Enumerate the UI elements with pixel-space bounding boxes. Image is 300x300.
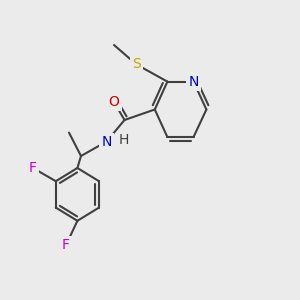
Text: F: F (29, 161, 37, 175)
Text: H: H (119, 133, 129, 147)
Text: S: S (132, 58, 141, 71)
Text: N: N (101, 135, 112, 148)
Text: O: O (109, 95, 119, 109)
Text: F: F (62, 238, 70, 252)
Text: N: N (188, 75, 199, 88)
